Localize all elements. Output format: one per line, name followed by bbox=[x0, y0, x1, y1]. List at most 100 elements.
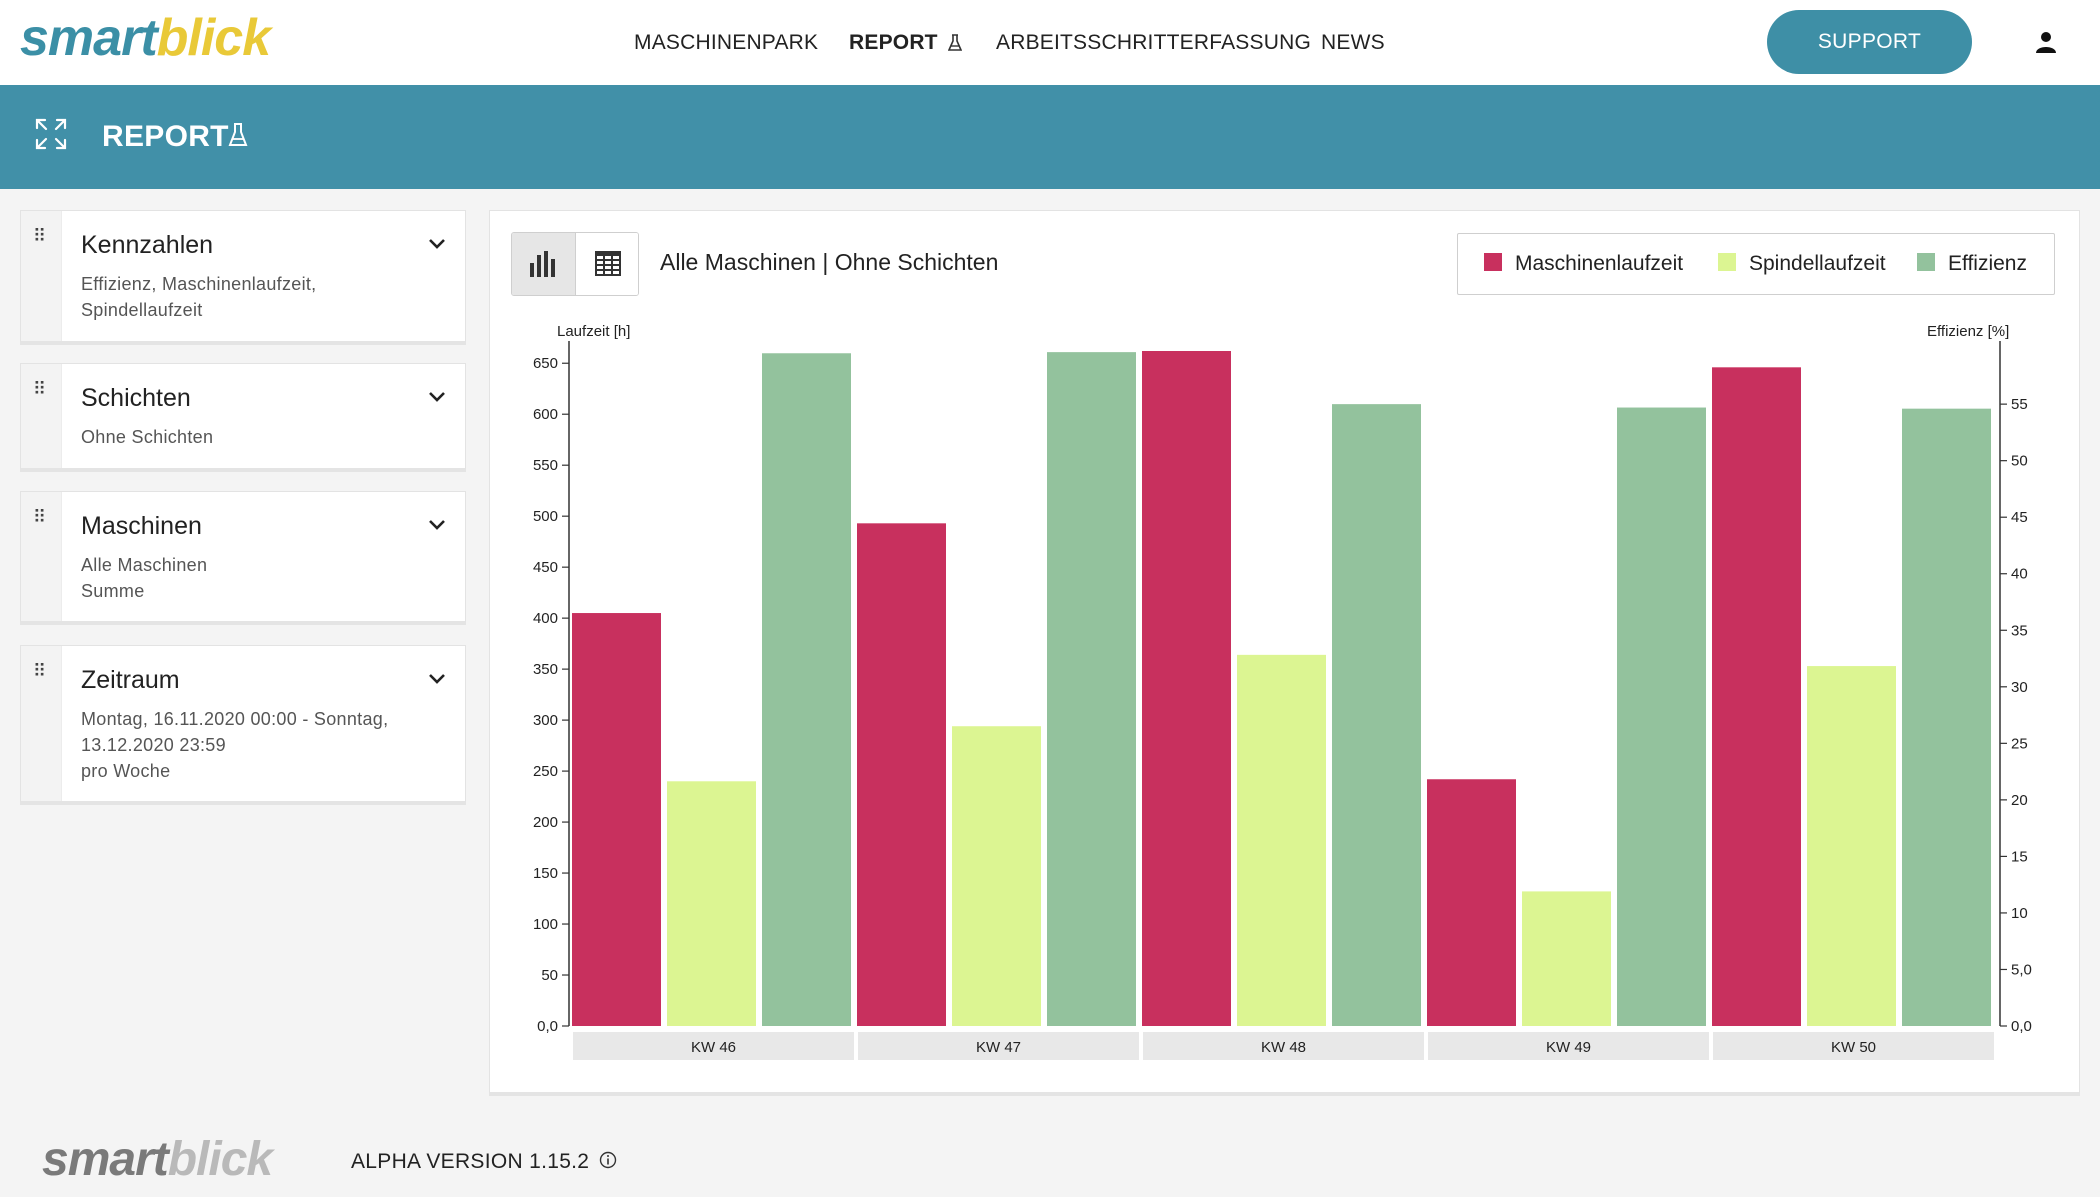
chevron-down-icon[interactable] bbox=[427, 672, 447, 686]
y-tick-label: 250 bbox=[533, 763, 558, 780]
version-text: ALPHA VERSION 1.15.2 bbox=[351, 1150, 590, 1173]
category-label-box bbox=[1713, 1032, 1994, 1060]
legend-swatch bbox=[1718, 253, 1736, 272]
y-tick-label: 350 bbox=[533, 661, 558, 678]
y2-tick-label: 40 bbox=[2011, 566, 2028, 583]
user-icon[interactable] bbox=[2034, 30, 2058, 54]
bar-effizienz bbox=[762, 353, 851, 1026]
bar-chart-icon bbox=[530, 251, 555, 277]
y-tick-label: 200 bbox=[533, 814, 558, 831]
y2-tick-label: 35 bbox=[2011, 622, 2028, 639]
y-tick-label: 450 bbox=[533, 559, 558, 576]
y-tick-label: 550 bbox=[533, 457, 558, 474]
legend-item-spindellaufzeit[interactable]: Spindellaufzeit bbox=[1718, 234, 1886, 294]
filter-title: Maschinen bbox=[81, 512, 202, 540]
filter-panel-zeitraum[interactable]: ⠿ Zeitraum Montag, 16.11.2020 00:00 - So… bbox=[20, 645, 466, 805]
filter-title: Zeitraum bbox=[81, 666, 180, 694]
nav-maschinenpark[interactable]: MASCHINENPARK bbox=[634, 31, 819, 54]
legend-item-effizienz[interactable]: Effizienz bbox=[1917, 234, 2027, 294]
bar-maschinenlaufzeit bbox=[572, 613, 661, 1026]
x-tick-label: KW 46 bbox=[691, 1039, 736, 1056]
category-label-box bbox=[1428, 1032, 1709, 1060]
category-label-box bbox=[1143, 1032, 1424, 1060]
y-tick-label: 400 bbox=[533, 610, 558, 627]
bar-spindellaufzeit bbox=[667, 781, 756, 1026]
legend-swatch bbox=[1917, 253, 1935, 272]
chevron-down-icon[interactable] bbox=[427, 237, 447, 251]
legend-label: Spindellaufzeit bbox=[1749, 252, 1886, 275]
x-tick-label: KW 50 bbox=[1831, 1039, 1876, 1056]
nav-report[interactable]: REPORT bbox=[849, 0, 962, 85]
filter-summary-line: pro Woche bbox=[81, 761, 171, 781]
chevron-down-icon[interactable] bbox=[427, 518, 447, 532]
filter-summary: Alle Maschinen Summe bbox=[81, 552, 451, 604]
filter-summary-line: 13.12.2020 23:59 bbox=[81, 735, 226, 755]
smartblick-logo[interactable]: smartblick bbox=[20, 8, 271, 68]
info-icon[interactable] bbox=[599, 1151, 617, 1169]
category-label-box bbox=[573, 1032, 854, 1060]
filter-panel-schichten[interactable]: ⠿ Schichten Ohne Schichten bbox=[20, 363, 466, 472]
footer-logo-text-blick: blick bbox=[167, 1133, 273, 1186]
y2-tick-label: 10 bbox=[2011, 905, 2028, 922]
y2-tick-label: 55 bbox=[2011, 396, 2028, 413]
y2-tick-label: 30 bbox=[2011, 679, 2028, 696]
expand-icon[interactable] bbox=[34, 117, 68, 151]
legend-label: Maschinenlaufzeit bbox=[1515, 252, 1684, 275]
x-tick-label: KW 48 bbox=[1261, 1039, 1306, 1056]
bar-maschinenlaufzeit bbox=[1712, 367, 1801, 1026]
chart-card: Alle Maschinen | Ohne Schichten Maschine… bbox=[489, 210, 2080, 1096]
bar-maschinenlaufzeit bbox=[857, 523, 946, 1026]
filter-summary: Ohne Schichten bbox=[81, 424, 451, 450]
nav-news[interactable]: NEWS bbox=[1321, 31, 1385, 54]
legend-swatch bbox=[1484, 253, 1502, 272]
page-title: REPORT bbox=[102, 120, 229, 153]
table-icon bbox=[595, 251, 621, 276]
chart-view-button[interactable] bbox=[512, 233, 576, 295]
bar-spindellaufzeit bbox=[952, 726, 1041, 1026]
chevron-down-icon[interactable] bbox=[427, 390, 447, 404]
y-tick-label: 0,0 bbox=[537, 1018, 558, 1035]
legend-label: Effizienz bbox=[1948, 252, 2027, 275]
chart-title: Alle Maschinen | Ohne Schichten bbox=[660, 249, 999, 275]
bar-spindellaufzeit bbox=[1237, 654, 1326, 1026]
y2-tick-label: 20 bbox=[2011, 792, 2028, 809]
footer-logo-text-smart: smart bbox=[42, 1133, 169, 1186]
bar-effizienz bbox=[1617, 407, 1706, 1026]
bar-chart: Laufzeit [h] Effizienz [%] 0,0 50 100 150 200 2… bbox=[533, 323, 2032, 1060]
y-axis-label: Laufzeit [h] bbox=[557, 323, 630, 340]
logo-text-smart: smart bbox=[20, 9, 158, 67]
filter-summary-line: Montag, 16.11.2020 00:00 - Sonntag, bbox=[81, 709, 389, 729]
filter-summary: Montag, 16.11.2020 00:00 - Sonntag, 13.1… bbox=[81, 706, 451, 784]
version-label: ALPHA VERSION 1.15.2 bbox=[351, 1150, 617, 1174]
nav-report-label: REPORT bbox=[849, 31, 938, 54]
filter-title: Kennzahlen bbox=[81, 231, 214, 259]
footer-logo: smartblick bbox=[42, 1132, 273, 1188]
bar-effizienz bbox=[1332, 404, 1421, 1026]
legend-item-maschinenlaufzeit[interactable]: Maschinenlaufzeit bbox=[1484, 234, 1683, 294]
support-button[interactable]: SUPPORT bbox=[1767, 10, 1972, 74]
table-view-button[interactable] bbox=[576, 233, 638, 295]
bar-effizienz bbox=[1902, 408, 1991, 1026]
filter-summary-line: Effizienz, Maschinenlaufzeit, bbox=[81, 274, 317, 294]
filter-summary: Effizienz, Maschinenlaufzeit, Spindellau… bbox=[81, 271, 451, 323]
category-label-box bbox=[858, 1032, 1139, 1060]
bar-spindellaufzeit bbox=[1807, 666, 1896, 1026]
chart-legend: Maschinenlaufzeit Spindellaufzeit Effizi… bbox=[1457, 233, 2055, 295]
drag-handle-icon[interactable]: ⠿ bbox=[21, 646, 62, 801]
y2-tick-label: 50 bbox=[2011, 453, 2028, 470]
nav-arbeitsschritterfassung[interactable]: ARBEITSSCHRITTERFASSUNG bbox=[996, 31, 1311, 54]
filter-summary-line: Ohne Schichten bbox=[81, 427, 214, 447]
top-navigation: smartblick MASCHINENPARK REPORT ARBEITSS… bbox=[0, 0, 2100, 85]
filter-panel-kennzahlen[interactable]: ⠿ Kennzahlen Effizienz, Maschinenlaufzei… bbox=[20, 210, 466, 345]
y2-axis-label: Effizienz [%] bbox=[1927, 323, 2009, 340]
drag-handle-icon[interactable]: ⠿ bbox=[21, 364, 62, 468]
bar-maschinenlaufzeit bbox=[1427, 779, 1516, 1026]
filter-panel-maschinen[interactable]: ⠿ Maschinen Alle Maschinen Summe bbox=[20, 491, 466, 625]
x-tick-label: KW 47 bbox=[976, 1039, 1021, 1056]
drag-handle-icon[interactable]: ⠿ bbox=[21, 492, 62, 621]
y-tick-label: 600 bbox=[533, 406, 558, 423]
y-tick-label: 50 bbox=[541, 967, 558, 984]
drag-handle-icon[interactable]: ⠿ bbox=[21, 211, 62, 341]
bar-maschinenlaufzeit bbox=[1142, 351, 1231, 1026]
y2-tick-label: 5,0 bbox=[2011, 961, 2032, 978]
